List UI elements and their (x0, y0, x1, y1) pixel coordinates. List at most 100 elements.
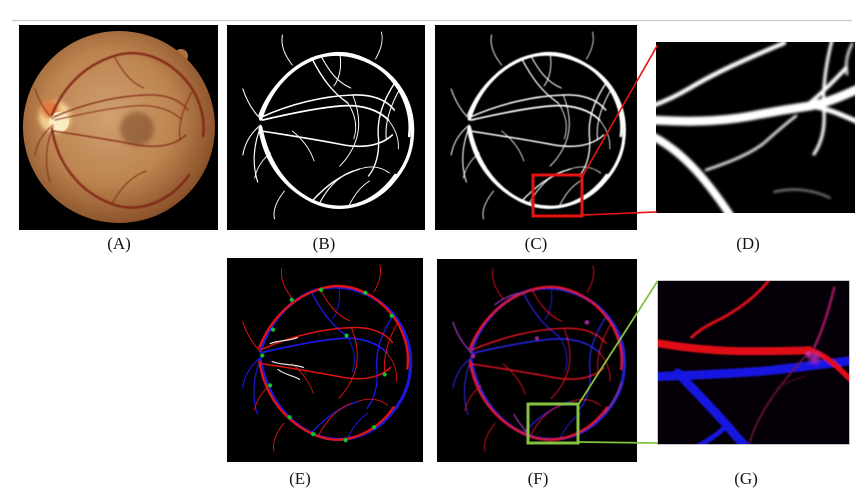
vessel-path (604, 382, 622, 415)
vessel-path (346, 335, 355, 372)
panel-label-c: (C) (524, 234, 548, 253)
vessel-path (375, 31, 383, 60)
crossing-dot (343, 438, 348, 443)
vessel-path (521, 168, 571, 202)
panel-label-f: (F) (527, 469, 549, 488)
vessel-path (273, 190, 285, 220)
fundus-photo-image (19, 25, 218, 230)
vessel-path (812, 42, 834, 156)
panel-vessel-zoom-inset (656, 42, 855, 213)
vessel-path (386, 352, 398, 382)
vessel-path (467, 127, 608, 209)
faint-vessel-down (749, 355, 807, 444)
vessel-path (471, 363, 605, 380)
panel-label-g: (G) (734, 469, 758, 488)
artery-right-branch (806, 347, 849, 382)
vessel-path (569, 166, 602, 174)
panel-label-a: (A) (107, 234, 131, 253)
vessel-path (599, 352, 611, 383)
vessel-path (452, 357, 472, 389)
crossing-dot (311, 432, 316, 437)
arteryvein-zoom-image (658, 281, 849, 444)
crossing-dot (584, 319, 590, 325)
faint-twig (776, 375, 807, 389)
vein-main (658, 356, 849, 382)
vessel-path (656, 85, 855, 126)
panel-arteryvein-segmentation (437, 259, 637, 462)
vessel-path (242, 356, 261, 388)
vessel-path (502, 363, 526, 395)
fundus-features (39, 100, 154, 146)
vessel-path (557, 102, 567, 140)
vessel-path (597, 322, 612, 374)
vessel-path (387, 119, 399, 150)
vessel-segmentation-image (450, 31, 626, 220)
vein-fork (697, 422, 730, 444)
vessel-path (242, 321, 261, 353)
vessel-path (258, 127, 397, 209)
vessel-path (273, 422, 285, 452)
vessel-path (357, 398, 389, 406)
vessel-path (310, 400, 360, 434)
vessel-path (258, 125, 414, 209)
vessel-path (599, 119, 611, 150)
vessel-path (260, 326, 394, 351)
crossing-dot (268, 383, 273, 388)
vessel-path (570, 399, 602, 407)
vessel-zoom-image (656, 42, 855, 213)
crossing-magenta-blob (808, 352, 821, 364)
macula-dark-spot (120, 112, 154, 146)
crossing-dot (344, 333, 349, 338)
vessel-path (291, 362, 314, 394)
vessel-path (385, 89, 400, 141)
vessel-path (258, 357, 412, 441)
vessel-path (468, 360, 609, 441)
vessel-path (383, 322, 399, 373)
vessel-path (260, 94, 396, 118)
vessel-tree-white (242, 31, 415, 220)
vessel-path (807, 103, 855, 124)
vessel-path (470, 104, 601, 121)
vessel-zoom-strokes (656, 42, 855, 213)
vessel-path (242, 88, 262, 120)
vessel-path (261, 104, 390, 121)
panel-arteryvein-groundtruth (227, 258, 423, 462)
panel-fundus-photo (19, 25, 218, 230)
vessel-path (469, 130, 605, 148)
vessel-path (242, 124, 262, 156)
vein-branch (673, 368, 750, 444)
vessel-path (317, 402, 352, 437)
panel-vessel-groundtruth (227, 25, 425, 230)
vessel-path (318, 170, 354, 205)
crossing-dot (371, 425, 377, 430)
vessel-path (281, 34, 293, 66)
artery-main (658, 339, 814, 356)
vessel-path (529, 403, 565, 437)
vessel-path (656, 42, 787, 107)
crossing-magenta-core (805, 351, 812, 358)
vessel-path (450, 88, 470, 120)
crossing-dot (289, 297, 294, 302)
vessel-path (482, 190, 495, 220)
vessel-path (472, 337, 601, 354)
vessel-path (491, 268, 504, 300)
crossing-dot (363, 290, 368, 295)
crossing-dot (389, 313, 394, 318)
vessel-path (501, 130, 525, 162)
panel-vessel-segmentation (435, 25, 637, 230)
arteryvein-segmentation-image (452, 265, 627, 452)
vessel-path (260, 130, 394, 148)
artery-tree-red-soft (464, 265, 623, 452)
panel-label-b: (B) (312, 234, 336, 253)
vessel-path (522, 400, 572, 434)
vessel-path (528, 170, 564, 205)
vessel-path (585, 31, 594, 60)
crossing-dot (271, 327, 276, 332)
vessel-path (596, 89, 612, 141)
vessel-path (280, 267, 293, 299)
crossing-dot (382, 372, 387, 377)
vessel-path (277, 368, 301, 381)
vessel-path (483, 422, 496, 452)
uncertain-branch-up (812, 286, 836, 349)
